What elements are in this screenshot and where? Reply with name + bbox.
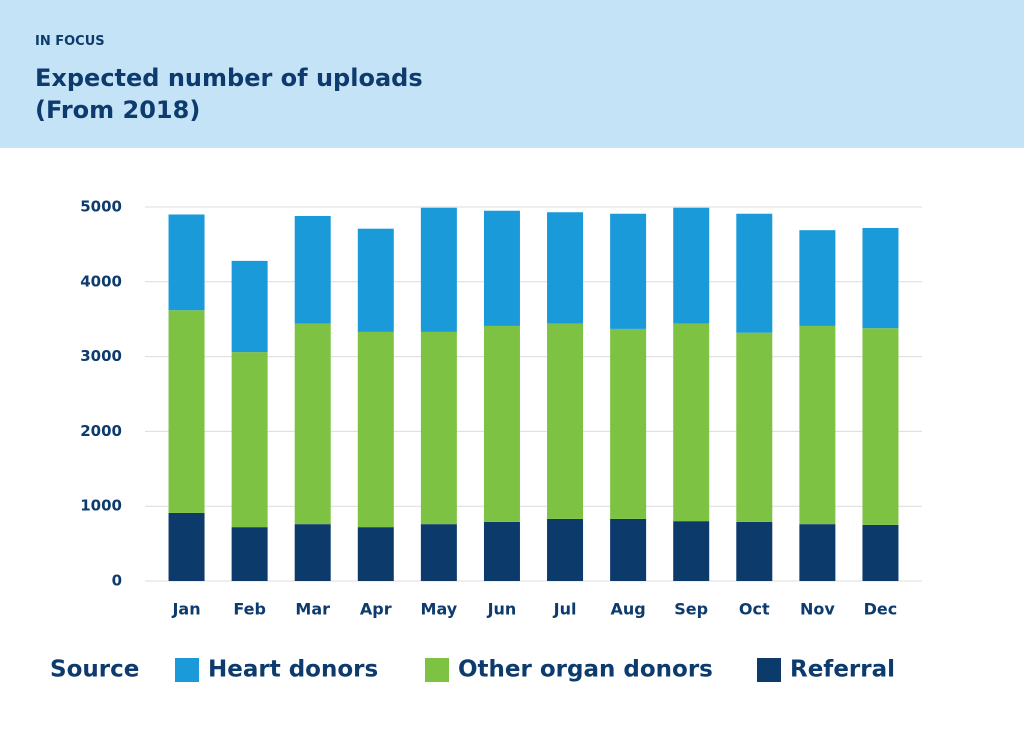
bar-segment [547, 212, 584, 324]
x-tick-label: May [421, 600, 458, 619]
x-tick-label: Oct [739, 600, 770, 619]
bar-segment [294, 215, 331, 324]
x-tick-label: Jul [553, 600, 577, 619]
legend-label: Heart donors [208, 657, 378, 683]
bar-segment [168, 214, 205, 311]
y-tick-label: 1000 [80, 497, 122, 515]
bar-segment [610, 328, 647, 519]
legend-swatch [175, 658, 199, 682]
bar-segment [420, 207, 457, 332]
x-tick-label: Mar [295, 600, 330, 619]
bar-segment [294, 323, 331, 525]
chart-title: Expected number of uploads (From 2018) [35, 64, 423, 124]
bar-segment [483, 210, 520, 326]
kicker: IN FOCUS [35, 34, 105, 49]
bar-segment [547, 323, 584, 519]
bar-segment [673, 323, 710, 522]
bar-segment [294, 524, 331, 581]
x-tick-label: Apr [360, 600, 392, 619]
x-tick-label: Feb [233, 600, 266, 619]
bar-segment [231, 260, 268, 353]
legend-label: Referral [790, 657, 895, 683]
bar-segment [357, 527, 394, 581]
y-tick-label: 4000 [80, 272, 122, 290]
bar-segment [168, 310, 205, 513]
bar-segment [736, 213, 773, 333]
bar-segment [673, 521, 710, 581]
legend-swatch [757, 658, 781, 682]
y-tick-label: 0 [112, 572, 122, 590]
y-tick-label: 3000 [80, 347, 122, 365]
bar-segment [610, 213, 647, 329]
x-tick-label: Jun [487, 600, 517, 619]
bar-segment [357, 228, 394, 332]
x-tick-label: Sep [674, 600, 708, 619]
bar-segment [231, 352, 268, 528]
bar-segment [547, 518, 584, 581]
bar-segment [862, 328, 899, 525]
bar-segment [799, 230, 836, 326]
x-tick-label: Aug [611, 600, 646, 619]
x-tick-label: Jan [171, 600, 200, 619]
legend-swatch [425, 658, 449, 682]
bar-segment [736, 332, 773, 522]
x-tick-label: Nov [800, 600, 835, 619]
bar-segment [799, 325, 836, 525]
bar-segment [231, 527, 268, 581]
bar-segment [357, 331, 394, 528]
bar-segment [483, 521, 520, 581]
legend-label: Other organ donors [458, 657, 713, 683]
x-tick-label: Dec [864, 600, 898, 619]
bar-segment [673, 207, 710, 324]
bar-segment [799, 524, 836, 581]
legend-title: Source [50, 657, 139, 683]
bar-segment [610, 518, 647, 581]
bar-segment [420, 524, 457, 581]
header-band: IN FOCUS Expected number of uploads (Fro… [0, 0, 1024, 148]
bar-segment [168, 512, 205, 581]
bar-segment [862, 227, 899, 329]
bar-segment [736, 521, 773, 581]
bar-segment [862, 524, 899, 581]
bar-segment [420, 331, 457, 525]
y-tick-label: 2000 [80, 422, 122, 440]
y-tick-label: 5000 [80, 198, 122, 216]
bar-segment [483, 325, 520, 522]
